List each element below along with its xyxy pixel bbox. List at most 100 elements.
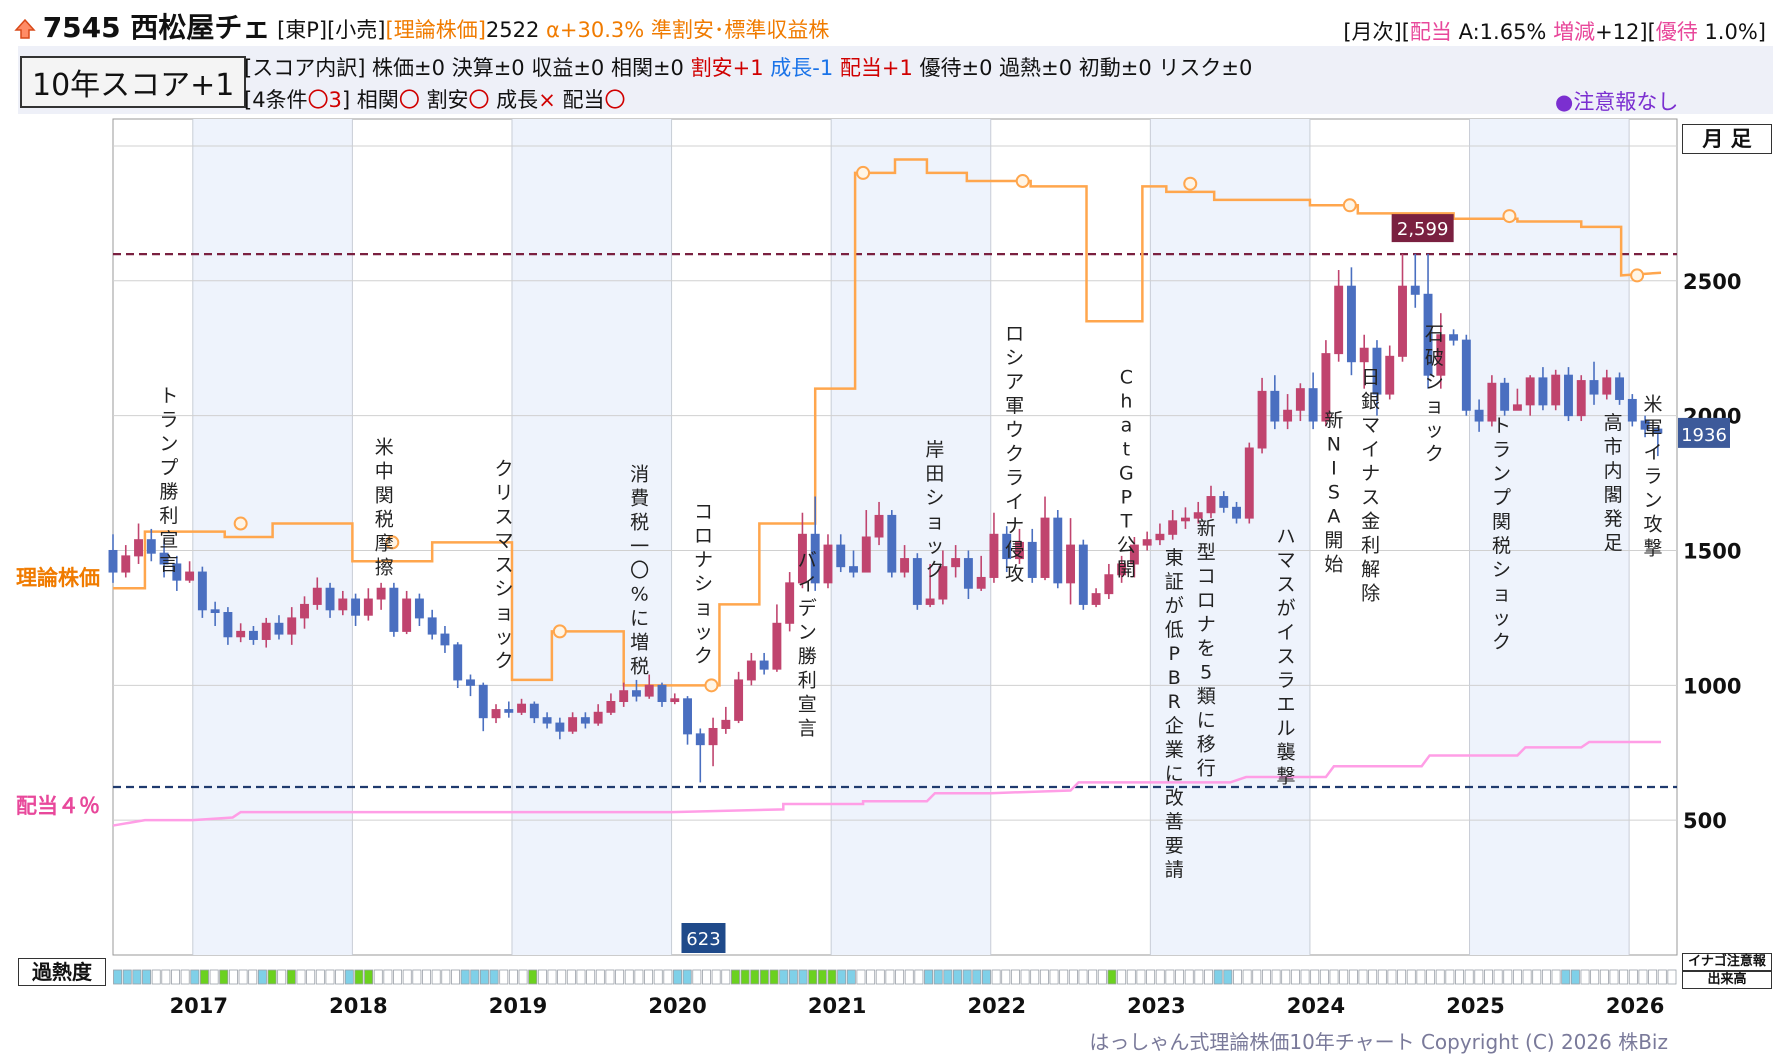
candle-body	[287, 617, 297, 635]
y-tick-label: 1000	[1683, 674, 1741, 698]
dividend-label: 配当	[1409, 20, 1452, 44]
event-char: 攻	[1005, 563, 1024, 585]
candle-body	[146, 539, 156, 554]
overheat-cell	[933, 969, 943, 985]
candle-body	[121, 555, 131, 573]
candle-body	[466, 679, 475, 686]
high-label-text: 2,599	[1397, 219, 1449, 240]
event-char: 軍	[1644, 417, 1663, 439]
overheat-cell	[1657, 969, 1667, 985]
overheat-cell	[1194, 969, 1204, 985]
event-char: シ	[925, 487, 944, 509]
candle-body	[708, 727, 718, 746]
candle-body	[925, 598, 935, 605]
overheat-cell	[1474, 969, 1484, 985]
overheat-cell	[1348, 969, 1358, 985]
candle-body	[1142, 539, 1152, 546]
candle-body	[772, 622, 782, 670]
notice-text: ●注意報なし	[1555, 90, 1679, 114]
overheat-cell	[1078, 969, 1088, 985]
overheat-cell	[499, 969, 509, 985]
event-char: ロ	[694, 525, 713, 547]
overheat-cell	[373, 969, 383, 985]
event-char: 米	[1644, 393, 1663, 415]
candle-body	[440, 633, 450, 646]
event-char: P	[1169, 643, 1180, 665]
candle-body	[236, 630, 246, 638]
copyright-text: はっしゃん式理論株価10年チャート Copyright (C) 2026 株Bi…	[1089, 1030, 1668, 1054]
theory-price-marker	[1342, 198, 1357, 213]
event-char: 軍	[1005, 395, 1024, 417]
event-char: バ	[798, 550, 817, 572]
overheat-cell	[1377, 969, 1387, 985]
event-char: 公	[1117, 534, 1136, 556]
event-char: 撃	[1276, 765, 1295, 787]
overheat-cell	[1503, 969, 1513, 985]
event-char: 税	[630, 655, 649, 677]
candle-body	[402, 598, 412, 632]
overheat-cell	[460, 969, 470, 985]
event-char: 田	[925, 463, 944, 485]
candle-body	[1500, 382, 1510, 411]
candle-body	[108, 549, 118, 573]
candle-body	[1040, 517, 1050, 578]
candle-body	[759, 660, 769, 670]
overheat-cell	[595, 969, 605, 985]
overheat-cell	[1397, 969, 1407, 985]
event-char: 東	[1165, 547, 1184, 569]
event-char: 破	[1425, 347, 1444, 369]
candle-body	[644, 684, 654, 697]
x-year-label: 2026	[1606, 994, 1664, 1018]
event-char: ン	[159, 433, 178, 455]
event-char: %	[631, 583, 649, 605]
overheat-cell	[1426, 969, 1436, 985]
candle-body	[1053, 517, 1063, 584]
candle-body	[695, 733, 705, 746]
event-char: 高	[1604, 412, 1623, 434]
overheat-cell	[1570, 969, 1580, 985]
candle-body	[517, 703, 527, 713]
event-char: エ	[1276, 693, 1295, 715]
event-char: 開	[1324, 529, 1343, 551]
overheat-cell	[846, 969, 856, 985]
overheat-cell	[1136, 969, 1146, 985]
overheat-cell	[1590, 969, 1600, 985]
candle-body	[1091, 593, 1101, 605]
event-char: ラ	[1005, 467, 1024, 489]
overheat-cell	[673, 969, 683, 985]
overheat-cell	[1184, 969, 1194, 985]
event-char: 銀	[1361, 390, 1380, 412]
event-char: 業	[1165, 739, 1184, 761]
candle-body	[185, 571, 195, 581]
event-char: 費	[630, 487, 649, 509]
event-char: 型	[1197, 541, 1216, 563]
seicho-score: 成長-1	[770, 56, 834, 80]
candle-body	[1372, 347, 1382, 395]
event-char: ナ	[1361, 462, 1380, 484]
event-char: 請	[1165, 859, 1184, 881]
event-char: 新	[1197, 517, 1216, 539]
event-char: マ	[1361, 414, 1380, 436]
event-char: 侵	[1005, 539, 1024, 561]
candle-body	[312, 587, 322, 605]
event-char: イ	[798, 574, 817, 596]
candle-body	[900, 558, 910, 573]
event-char: 利	[159, 505, 178, 527]
theory-price-value: 2522	[485, 18, 540, 42]
event-char: イ	[1276, 621, 1295, 643]
event-char: ラ	[159, 409, 178, 431]
event-char: 税	[630, 511, 649, 533]
overheat-cell	[537, 969, 547, 985]
event-char: ラ	[1644, 465, 1663, 487]
overheat-cell	[306, 969, 316, 985]
candle-body	[1219, 496, 1229, 508]
event-char: P	[1121, 486, 1132, 508]
x-year-label: 2018	[329, 994, 387, 1018]
event-char: R	[1168, 691, 1181, 713]
overheat-cell	[518, 969, 528, 985]
overheat-cell	[1522, 969, 1532, 985]
candle-body	[785, 582, 795, 624]
